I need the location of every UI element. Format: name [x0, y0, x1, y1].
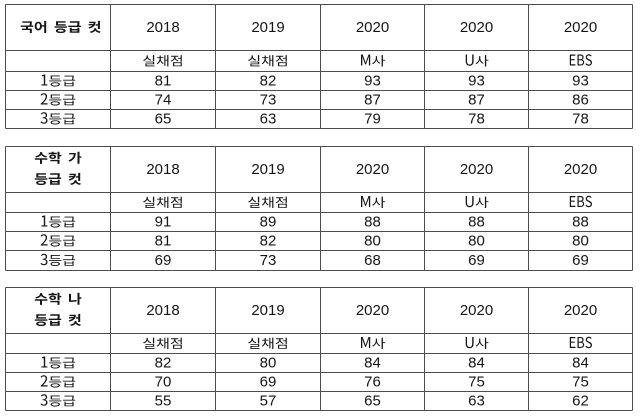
- svg-text:2019: 2019: [251, 302, 284, 319]
- svg-text:62: 62: [572, 393, 589, 410]
- svg-text:57: 57: [260, 393, 277, 410]
- svg-text:73: 73: [260, 92, 277, 109]
- svg-text:2018: 2018: [146, 19, 179, 36]
- svg-text:79: 79: [364, 111, 381, 128]
- svg-text:82: 82: [260, 73, 277, 90]
- svg-text:65: 65: [155, 111, 172, 128]
- svg-text:80: 80: [572, 233, 589, 250]
- svg-text:63: 63: [468, 393, 485, 410]
- svg-text:65: 65: [364, 393, 381, 410]
- svg-text:2020: 2020: [564, 19, 597, 36]
- svg-text:81: 81: [155, 73, 172, 90]
- svg-text:84: 84: [572, 355, 589, 372]
- svg-text:69: 69: [468, 252, 485, 269]
- svg-text:55: 55: [155, 393, 172, 410]
- svg-text:2019: 2019: [251, 161, 284, 178]
- svg-text:2018: 2018: [146, 161, 179, 178]
- svg-text:70: 70: [155, 374, 172, 391]
- svg-text:2019: 2019: [251, 19, 284, 36]
- svg-text:75: 75: [468, 374, 485, 391]
- svg-text:84: 84: [468, 355, 485, 372]
- svg-text:2020: 2020: [460, 19, 493, 36]
- svg-text:2020: 2020: [564, 302, 597, 319]
- svg-text:76: 76: [364, 374, 381, 391]
- svg-text:80: 80: [468, 233, 485, 250]
- svg-text:87: 87: [364, 92, 381, 109]
- svg-text:82: 82: [155, 355, 172, 372]
- svg-text:63: 63: [260, 111, 277, 128]
- svg-text:87: 87: [468, 92, 485, 109]
- svg-text:82: 82: [260, 233, 277, 250]
- svg-text:80: 80: [364, 233, 381, 250]
- svg-text:88: 88: [364, 214, 381, 231]
- svg-text:2020: 2020: [564, 161, 597, 178]
- svg-text:78: 78: [468, 111, 485, 128]
- svg-text:2018: 2018: [146, 302, 179, 319]
- svg-text:69: 69: [155, 252, 172, 269]
- svg-text:93: 93: [572, 73, 589, 90]
- svg-text:69: 69: [260, 374, 277, 391]
- svg-text:93: 93: [364, 73, 381, 90]
- svg-text:93: 93: [468, 73, 485, 90]
- svg-text:2020: 2020: [356, 302, 389, 319]
- svg-text:78: 78: [572, 111, 589, 128]
- svg-text:2020: 2020: [356, 19, 389, 36]
- svg-text:2020: 2020: [460, 302, 493, 319]
- svg-text:2020: 2020: [460, 161, 493, 178]
- svg-text:69: 69: [572, 252, 589, 269]
- svg-text:91: 91: [155, 214, 172, 231]
- svg-text:2020: 2020: [356, 161, 389, 178]
- svg-text:86: 86: [572, 92, 589, 109]
- svg-text:89: 89: [260, 214, 277, 231]
- svg-text:88: 88: [572, 214, 589, 231]
- svg-text:73: 73: [260, 252, 277, 269]
- svg-text:88: 88: [468, 214, 485, 231]
- svg-text:81: 81: [155, 233, 172, 250]
- svg-text:84: 84: [364, 355, 381, 372]
- svg-text:68: 68: [364, 252, 381, 269]
- svg-text:80: 80: [260, 355, 277, 372]
- svg-text:75: 75: [572, 374, 589, 391]
- svg-text:74: 74: [155, 92, 172, 109]
